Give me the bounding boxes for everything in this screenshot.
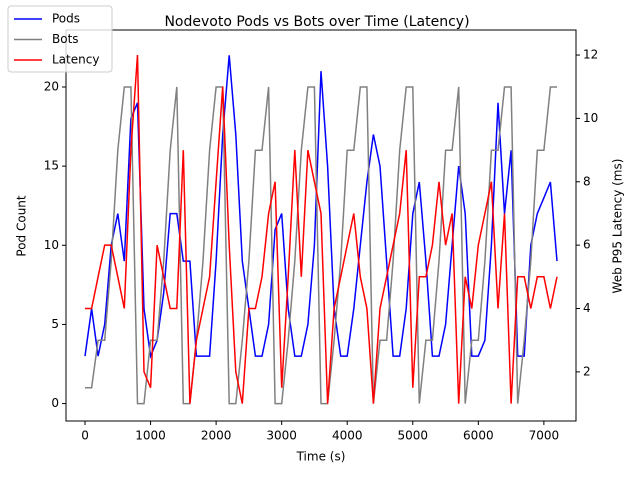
legend-box [7,5,113,73]
y-tick-label: 0 [51,396,59,410]
series-line [84,55,558,359]
y2-tick-label: 10 [583,111,598,125]
y2-axis-label: Web P95 Latency (ms) [611,159,625,294]
y-tick-label: 15 [44,159,59,173]
y-tick-label: 10 [44,238,59,252]
y-tick-label: 20 [44,79,59,93]
legend-label: Latency [52,53,99,67]
x-tick-label: 1000 [135,429,166,443]
series-line [85,86,557,405]
y-axis-label: Pod Count [15,195,29,257]
chart-title: Nodevoto Pods vs Bots over Time (Latency… [164,14,469,30]
legend-label: Pods [52,12,80,26]
x-tick-label: 3000 [266,429,297,443]
x-tick-label: 6000 [463,429,494,443]
y2-tick-label: 12 [583,48,598,62]
y2-tick-label: 8 [583,174,591,188]
series-line [85,54,558,404]
x-tick-label: 0 [81,429,89,443]
legend-label: Bots [52,32,79,46]
y2-tick-label: 4 [583,301,591,315]
y-tick-label: 5 [51,317,59,331]
x-axis-label: Time (s) [296,450,346,464]
x-tick-label: 2000 [201,429,232,443]
y2-tick-label: 6 [583,238,591,252]
x-tick-label: 5000 [398,429,429,443]
x-tick-label: 4000 [332,429,363,443]
y2-tick-label: 2 [583,364,591,378]
plot-frame [65,29,577,422]
x-tick-label: 7000 [529,429,560,443]
